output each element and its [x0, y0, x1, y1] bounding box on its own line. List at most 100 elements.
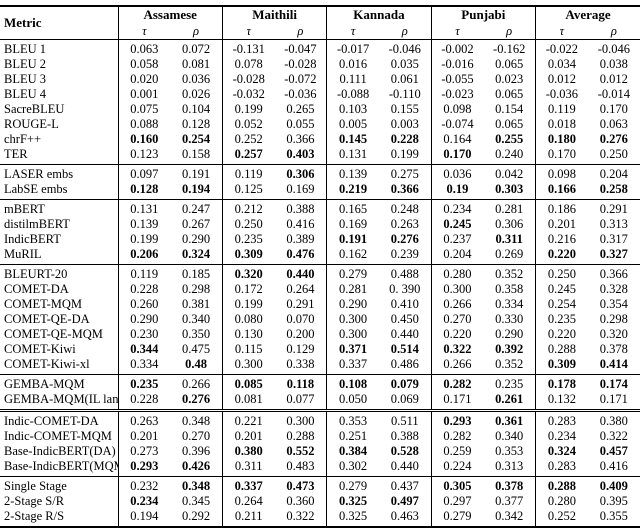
metric-value-cell: 0.079 — [390, 377, 419, 391]
metric-value-cell: 0.075 — [117, 102, 171, 117]
metric-value-cell: 0.353 — [326, 410, 379, 429]
metric-name-cell: COMET-QE-MQM — [4, 327, 103, 341]
metric-value-cell: 0.426 — [181, 459, 211, 473]
metric-value-cell: 0.234 — [430, 199, 484, 217]
metric-value-cell: -0.055 — [430, 72, 484, 87]
metric-name-cell: IndicBERT — [4, 232, 61, 246]
metric-value-cell: 0.345 — [181, 494, 211, 508]
metric-value-cell: 0.201 — [221, 429, 275, 444]
metric-value-cell: -0.017 — [326, 39, 379, 57]
metric-value-cell: 0. 390 — [389, 282, 421, 296]
metric-value-cell: 0.280 — [430, 264, 484, 282]
metric-value-cell: 0.052 — [221, 117, 275, 132]
language-column-header-kannada: Kannada — [326, 6, 432, 23]
metric-value-cell: 0.119 — [535, 102, 588, 117]
metric-value-cell: -0.036 — [535, 87, 588, 102]
metric-value-cell: 0.276 — [599, 132, 628, 146]
language-column-header-maithili: Maithili — [221, 6, 327, 23]
metric-value-cell: 0.088 — [117, 117, 171, 132]
metric-value-cell: 0.340 — [495, 429, 524, 443]
metric-value-cell: 0.297 — [430, 494, 484, 509]
table-row: COMET-QE-MQM 0.230 0.350 0.130 0.200 0.300 0.4… — [0, 327, 640, 342]
table-row: distilmBERT 0.139 0.267 0.250 0.416 0.169 0.26… — [0, 217, 640, 232]
metric-value-cell: 0.104 — [181, 102, 211, 116]
table-row: COMET-Kiwi-xl 0.334 0.48 0.300 0.338 0.337 0.4… — [0, 357, 640, 375]
metric-value-cell: 0.250 — [535, 264, 588, 282]
table-row: BLEU 2 0.058 0.081 0.078 -0.028 0.016 0.035 -0.… — [0, 57, 640, 72]
table-row: COMET-MQM 0.260 0.381 0.199 0.291 0.290 0.410 0… — [0, 297, 640, 312]
metric-value-cell: 0.396 — [181, 444, 211, 458]
metric-value-cell: 0.132 — [535, 392, 588, 411]
metric-value-cell: 0.337 — [326, 357, 379, 375]
metric-name-cell: GEMBA-MQM — [4, 377, 85, 391]
metric-value-cell: 0.170 — [599, 102, 628, 116]
metric-value-cell: 0.012 — [535, 72, 588, 87]
metric-value-cell: 0.212 — [221, 199, 275, 217]
metric-value-cell: 0.174 — [599, 377, 628, 391]
metric-value-cell: -0.072 — [284, 72, 317, 86]
metric-value-cell: 0.171 — [430, 392, 484, 411]
metric-section: GEMBA-MQM 0.235 0.266 0.085 0.118 0.108 0.079 0… — [0, 374, 640, 411]
metric-value-cell: 0.298 — [181, 282, 211, 296]
metric-value-cell: -0.016 — [430, 57, 484, 72]
metric-value-cell: 0.371 — [326, 342, 379, 357]
metric-name-cell: Base-IndicBERT(MQM) — [4, 459, 119, 473]
tau-symbol: τ — [430, 23, 484, 40]
table-row: Indic-COMET-DA 0.263 0.348 0.221 0.300 0.353 0… — [0, 410, 640, 429]
metric-value-cell: 0.269 — [495, 247, 524, 261]
metric-value-cell: 0.001 — [117, 87, 171, 102]
metric-value-cell: 0.220 — [430, 327, 484, 342]
metric-value-cell: 0.220 — [535, 327, 588, 342]
metric-value-cell: 0.139 — [117, 217, 171, 232]
metric-value-cell: 0.170 — [430, 147, 484, 165]
metric-value-cell: -0.036 — [284, 87, 317, 101]
rho-symbol: ρ — [193, 23, 200, 38]
metric-value-cell: 0.528 — [390, 444, 419, 458]
metric-name-cell: SacreBLEU — [4, 102, 65, 116]
metric-value-cell: 0.473 — [286, 479, 315, 493]
metric-value-cell: -0.028 — [284, 57, 317, 71]
table-row: TER 0.123 0.158 0.257 0.403 0.131 0.199 0.170 0.… — [0, 147, 640, 165]
metric-value-cell: 0.164 — [430, 132, 484, 147]
table-row: IndicBERT 0.199 0.290 0.235 0.389 0.191 0.276 0… — [0, 232, 640, 247]
metric-value-cell: 0.206 — [117, 247, 171, 265]
metric-value-cell: 0.350 — [181, 327, 211, 341]
metric-value-cell: 0.194 — [117, 509, 171, 527]
metric-value-cell: 0.290 — [117, 312, 171, 327]
metric-value-cell: 0.360 — [286, 494, 315, 508]
metric-value-cell: 0.230 — [117, 327, 171, 342]
table-row: ROUGE-L 0.088 0.128 0.052 0.055 0.005 0.003 -0.… — [0, 117, 640, 132]
metric-value-cell: 0.035 — [390, 57, 419, 71]
metric-value-cell: 0.097 — [117, 164, 171, 182]
metric-value-cell: 0.290 — [326, 297, 379, 312]
metric-value-cell: 0.199 — [117, 232, 171, 247]
metric-value-cell: 0.250 — [221, 217, 275, 232]
table-row: Base-IndicBERT(MQM) 0.293 0.426 0.311 0.483 0… — [0, 459, 640, 477]
metric-value-cell: 0.392 — [495, 342, 524, 356]
metric-value-cell: -0.088 — [326, 87, 379, 102]
metric-value-cell: 0.221 — [221, 410, 275, 429]
metric-value-cell: 0.266 — [430, 297, 484, 312]
metric-value-cell: 0.155 — [390, 102, 419, 116]
metric-value-cell: 0.216 — [535, 232, 588, 247]
metric-value-cell: 0.311 — [221, 459, 275, 477]
metric-value-cell: 0.293 — [117, 459, 171, 477]
metric-value-cell: 0.388 — [286, 202, 315, 216]
language-column-header-average: Average — [535, 6, 640, 23]
metric-value-cell: 0.324 — [535, 444, 588, 459]
metric-value-cell: 0.266 — [430, 357, 484, 375]
metric-value-cell: 0.290 — [495, 327, 524, 341]
tau-symbol: τ — [221, 23, 275, 40]
metric-name-cell: TER — [4, 147, 28, 161]
metric-value-cell: 0.036 — [430, 164, 484, 182]
metric-value-cell: 0.237 — [430, 232, 484, 247]
metric-value-cell: 0.069 — [390, 392, 419, 406]
metric-value-cell: 0.252 — [535, 509, 588, 527]
metric-value-cell: 0.348 — [181, 479, 211, 493]
metric-value-cell: 0.098 — [535, 164, 588, 182]
metric-value-cell: 0.325 — [326, 494, 379, 509]
table-row: COMET-Kiwi 0.344 0.475 0.115 0.129 0.371 0.514… — [0, 342, 640, 357]
rho-symbol: ρ — [506, 23, 513, 38]
metric-section: Indic-COMET-DA 0.263 0.348 0.221 0.300 0.353 0… — [0, 410, 640, 477]
metric-value-cell: 0.251 — [326, 429, 379, 444]
